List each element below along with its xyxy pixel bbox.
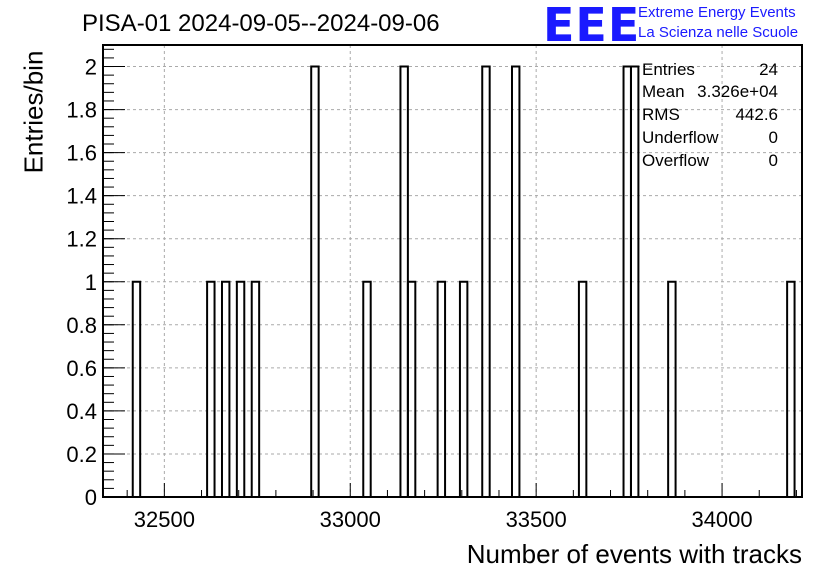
eee-logo-mark: EEE — [543, 0, 641, 52]
y-axis-label: Entries/bin — [18, 50, 49, 174]
histogram-bin — [481, 65, 491, 497]
histogram-bin — [362, 280, 372, 497]
histogram-bin — [510, 65, 521, 497]
stat-rms-label: RMS — [642, 105, 680, 124]
stat-overflow-value: 0 — [768, 151, 778, 170]
x-tick-label: 34000 — [691, 507, 752, 532]
y-tick-label: 1.4 — [66, 184, 97, 209]
x-tick-label: 32500 — [134, 507, 195, 532]
tick-labels: 0 0.2 0.4 0.6 0.8 1 1.2 1.4 1.6 1.8 2 32500 33000 335… — [66, 55, 752, 532]
y-tick-label: 1.2 — [66, 227, 97, 252]
x-tick-label: 33000 — [320, 507, 381, 532]
stat-entries-value: 24 — [759, 60, 778, 79]
histogram-bin — [786, 280, 796, 497]
histogram-bars — [131, 65, 796, 497]
histogram-bin — [629, 65, 640, 497]
axis-ticks — [103, 48, 797, 498]
y-tick-label: 1 — [85, 270, 97, 295]
stat-mean-label: Mean — [642, 82, 685, 101]
stat-underflow-label: Underflow — [642, 128, 719, 147]
histogram-bin — [667, 280, 677, 497]
histogram-bin — [250, 280, 261, 497]
x-tick-label: 33500 — [506, 507, 567, 532]
y-tick-label: 2 — [85, 55, 97, 80]
y-tick-label: 1.8 — [66, 98, 97, 123]
stat-underflow-value: 0 — [768, 128, 778, 147]
stat-mean-value: 3.326e+04 — [697, 82, 778, 101]
logo-line-1: Extreme Energy Events — [638, 4, 796, 21]
histogram-bin — [458, 280, 469, 497]
histogram-bin — [577, 280, 588, 497]
stat-entries-label: Entries — [642, 60, 695, 79]
histogram-bin — [206, 280, 216, 497]
histogram-bin — [220, 280, 231, 497]
plot-frame — [102, 44, 803, 498]
histogram-bin — [235, 280, 246, 497]
histogram-bin — [436, 280, 447, 497]
histogram-bin — [406, 280, 417, 497]
y-tick-label: 0.6 — [66, 356, 97, 381]
histogram-bin — [310, 65, 320, 497]
y-tick-label: 1.6 — [66, 141, 97, 166]
y-tick-label: 0 — [85, 485, 97, 510]
grid-lines — [103, 45, 802, 497]
y-tick-label: 0.8 — [66, 313, 97, 338]
logo-line-2: La Scienza nelle Scuole — [638, 24, 799, 41]
y-tick-label: 0.4 — [66, 399, 97, 424]
stat-rms-value: 442.6 — [735, 105, 778, 124]
histogram-bin — [131, 280, 142, 497]
chart-title: PISA-01 2024-09-05--2024-09-06 — [82, 10, 440, 37]
y-tick-label: 0.2 — [66, 442, 97, 467]
stat-overflow-label: Overflow — [642, 151, 710, 170]
x-axis-label: Number of events with tracks — [466, 539, 802, 569]
